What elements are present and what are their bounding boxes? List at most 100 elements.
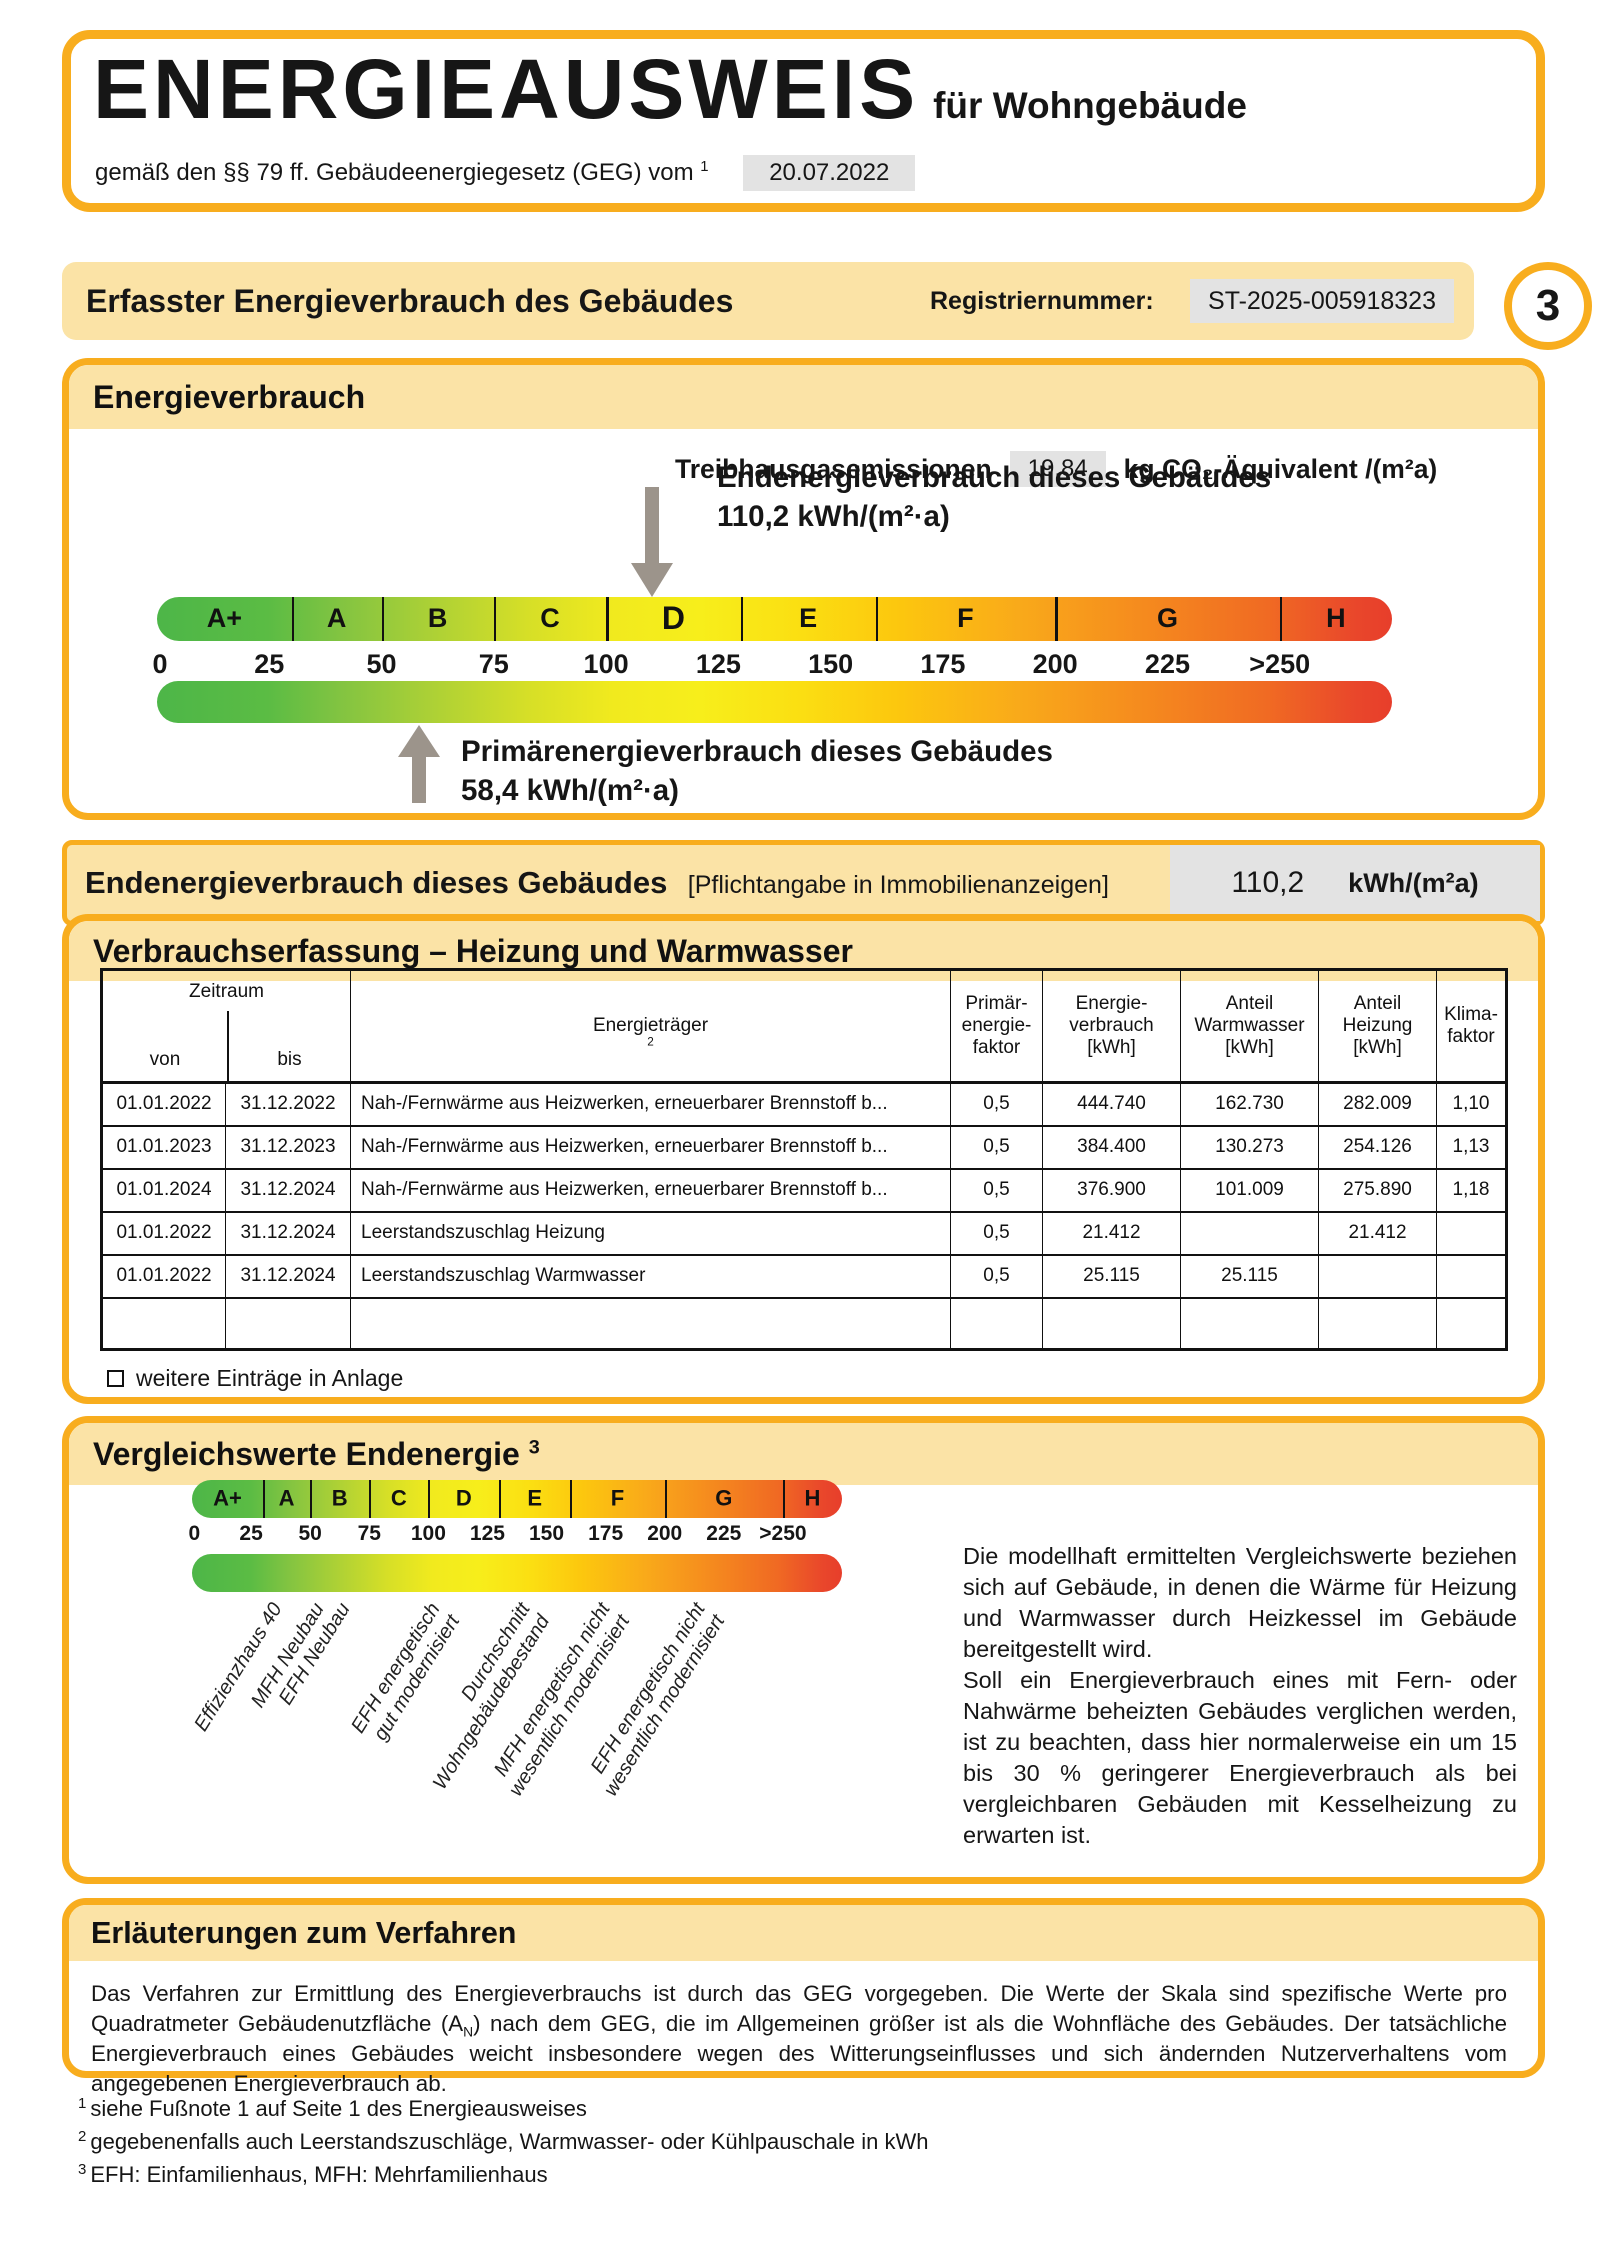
scale-tick-175: 175: [588, 1522, 624, 1545]
scale-tick-gt250: >250: [759, 1522, 807, 1545]
bis-label: bis: [277, 1049, 302, 1070]
registration-number-field: ST-2025-005918323: [1190, 279, 1454, 323]
table-row: 01.01.2024 31.12.2024 Nah-/Fernwärme aus H…: [101, 1167, 1507, 1212]
table-cell: 130.273: [1180, 1124, 1319, 1169]
scale-class-a+: A+: [206, 602, 242, 633]
primary-energy-marker-value: 58,4 kWh/(m²·a): [461, 774, 680, 807]
column-header-primaerfaktor: Primär- energie- faktor: [950, 969, 1043, 1084]
comparison-values-box: Vergleichswerte Endenergie 3 A+ A B C D E F G H …: [62, 1416, 1545, 1884]
primary-energy-marker-text: Primärenergieverbrauch dieses Gebäudes 5…: [461, 735, 1053, 808]
table-cell: 01.01.2022: [101, 1081, 226, 1126]
energy-consumption-box: Energieverbrauch Treibhausgasemissionen …: [62, 358, 1545, 820]
table-cell: 31.12.2023: [225, 1124, 351, 1169]
energy-scale-ticks: 0 25 50 75 100 125 150 175 200 225 >250: [152, 649, 1392, 679]
scale-tick-200: 200: [647, 1522, 683, 1545]
table-cell: 25.115: [1180, 1253, 1319, 1298]
document-subtitle: für Wohngebäude: [933, 85, 1247, 126]
document-title: ENERGIEAUSWEIS: [93, 42, 920, 136]
scale-tick-150: 150: [808, 649, 854, 679]
table-cell: 31.12.2024: [225, 1253, 351, 1298]
table-cell: 1,13: [1436, 1124, 1507, 1169]
table-cell: 162.730: [1180, 1081, 1319, 1126]
header-box: ENERGIEAUSWEIS für Wohngebäude gemäß den …: [62, 30, 1545, 212]
table-cell: 101.009: [1180, 1167, 1319, 1212]
consumption-record-title: Verbrauchserfassung – Heizung und Warmwa…: [93, 933, 853, 969]
scale-class-d: D: [455, 1485, 472, 1511]
table-cell: Nah-/Fernwärme aus Heizwerken, erneuerba…: [350, 1081, 951, 1126]
scale-separator: [875, 597, 879, 641]
method-explanation-title: Erläuterungen zum Verfahren: [91, 1916, 517, 1950]
scale-tick-25: 25: [254, 649, 285, 679]
table-header-row: Zeitraum von bis Energieträger 2 Primär-…: [101, 969, 1507, 1084]
table-cell: 31.12.2024: [225, 1167, 351, 1212]
scale-separator: [664, 1480, 667, 1518]
consumption-record-box: Verbrauchserfassung – Heizung und Warmwa…: [62, 914, 1545, 1404]
footnote-2: 2 gegebenenfalls auch Leerstandszuschläge…: [78, 2127, 929, 2154]
table-cell: 01.01.2022: [101, 1253, 226, 1298]
scale-class-a: A: [326, 602, 347, 633]
column-header-anteil-heizung: Anteil Heizung [kWh]: [1318, 969, 1437, 1084]
final-energy-marker-text: Endenergieverbrauch dieses Gebäudes 110,…: [717, 461, 1271, 534]
scale-separator: [291, 597, 295, 641]
von-label: von: [149, 1049, 181, 1070]
table-cell: [1042, 1296, 1181, 1350]
table-cell: 01.01.2022: [101, 1210, 226, 1255]
zeitraum-label: Zeitraum: [189, 981, 264, 1002]
comparison-paragraph-1: Die modellhaft ermittelten Vergleichswer…: [963, 1543, 1517, 1662]
primary-energy-gradient-bar: [157, 681, 1392, 723]
law-reference-text: gemäß den §§ 79 ff. Gebäudeenergiegesetz…: [95, 159, 694, 186]
table-cell: 376.900: [1042, 1167, 1181, 1212]
arrow-down-icon: [630, 487, 673, 602]
law-footnote-marker: 1: [700, 159, 709, 175]
ghg-emissions-label: Treibhausgasemissionen: [675, 453, 992, 484]
scale-class-e: E: [799, 602, 818, 633]
column-header-anteil-warmwasser: Anteil Warmwasser [kWh]: [1180, 969, 1319, 1084]
table-cell: 21.412: [1318, 1210, 1437, 1255]
table-cell: Leerstandszuschlag Heizung: [350, 1210, 951, 1255]
scale-tick-50: 50: [298, 1522, 322, 1545]
scale-separator: [310, 1480, 313, 1518]
scale-class-c: C: [390, 1485, 407, 1511]
scale-separator: [782, 1480, 785, 1518]
table-cell: 0,5: [950, 1081, 1043, 1126]
scale-class-e: E: [527, 1485, 543, 1511]
final-energy-unit: kWh/(m²a): [1348, 867, 1479, 898]
scale-class-a+: A+: [213, 1485, 242, 1511]
column-header-energieverbrauch: Energie- verbrauch [kWh]: [1042, 969, 1181, 1084]
ghg-emissions-row: Treibhausgasemissionen 19,84 kg CO₂-Äqui…: [675, 451, 1437, 487]
registration-number-label: Registriernummer:: [930, 287, 1154, 315]
footnotes: 1 siehe Fußnote 1 auf Seite 1 des Energie…: [78, 2092, 1418, 2191]
comparison-gradient-bar: [192, 1554, 842, 1592]
table-cell: 01.01.2023: [101, 1124, 226, 1169]
final-energy-value-field: 110,2 kWh/(m²a): [1170, 845, 1540, 921]
section-bar: Erfasster Energieverbrauch des Gebäudes …: [62, 262, 1474, 340]
scale-tick-0: 0: [152, 649, 168, 679]
final-energy-value: 110,2: [1231, 866, 1305, 899]
scale-separator: [493, 597, 497, 641]
table-row: 01.01.2022 31.12.2024 Leerstandszuschlag W…: [101, 1253, 1507, 1298]
comparison-values-header: Vergleichswerte Endenergie 3: [69, 1423, 1538, 1485]
scale-class-h: H: [1326, 602, 1346, 633]
table-cell: 0,5: [950, 1253, 1043, 1298]
ghg-emissions-value-field: 19,84: [1009, 451, 1106, 487]
table-cell: Nah-/Fernwärme aus Heizwerken, erneuerba…: [350, 1124, 951, 1169]
column-header-energietraeger: Energieträger 2: [350, 969, 951, 1084]
ghg-emissions-unit: kg CO₂-Äquivalent /(m²a): [1123, 453, 1438, 484]
scale-tick-25: 25: [239, 1522, 263, 1545]
scale-tick-175: 175: [920, 649, 966, 679]
method-explanation-header: Erläuterungen zum Verfahren: [69, 1905, 1538, 1961]
more-entries-label: weitere Einträge in Anlage: [136, 1365, 404, 1391]
scale-tick-150: 150: [529, 1522, 565, 1545]
scale-separator: [262, 1480, 265, 1518]
scale-tick-gt250: >250: [1249, 649, 1311, 679]
scale-separator: [428, 1480, 431, 1518]
more-entries-checkbox[interactable]: [107, 1370, 124, 1387]
table-row: 01.01.2022 31.12.2022 Nah-/Fernwärme aus H…: [101, 1081, 1507, 1126]
table-row: [101, 1296, 1507, 1350]
comparison-footnote-marker: 3: [528, 1436, 540, 1459]
primary-energy-marker-title: Primärenergieverbrauch dieses Gebäudes: [461, 735, 1053, 768]
mandatory-band-labels: Endenergieverbrauch dieses Gebäudes [Pfl…: [85, 845, 1109, 927]
scale-separator: [499, 1480, 502, 1518]
table-cell: 0,5: [950, 1124, 1043, 1169]
scale-separator: [369, 1480, 372, 1518]
